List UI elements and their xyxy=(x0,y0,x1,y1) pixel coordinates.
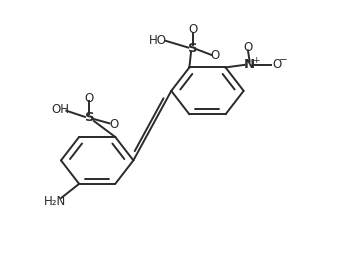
Text: HO: HO xyxy=(149,34,167,47)
Text: O: O xyxy=(272,58,281,71)
Text: +: + xyxy=(252,56,260,65)
Text: H₂N: H₂N xyxy=(44,195,66,208)
Text: −: − xyxy=(279,55,287,65)
Text: S: S xyxy=(188,42,198,55)
Text: O: O xyxy=(85,92,94,105)
Text: O: O xyxy=(243,41,253,54)
Text: OH: OH xyxy=(51,103,69,117)
Text: O: O xyxy=(109,118,118,131)
Text: O: O xyxy=(211,49,220,62)
Text: N: N xyxy=(244,58,255,71)
Text: O: O xyxy=(188,23,198,36)
Text: S: S xyxy=(85,111,94,124)
